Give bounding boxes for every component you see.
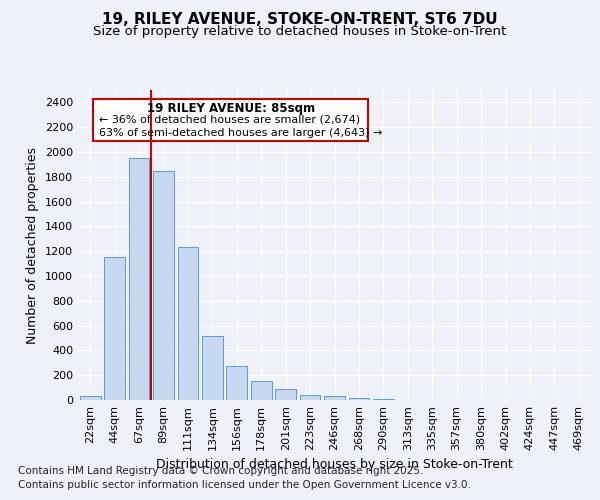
Bar	[275, 390, 296, 400]
Text: ← 36% of detached houses are smaller (2,674): ← 36% of detached houses are smaller (2,…	[98, 115, 359, 125]
Bar	[299, 395, 320, 400]
Bar	[349, 398, 370, 400]
Bar	[80, 396, 101, 400]
Bar	[251, 382, 272, 400]
X-axis label: Distribution of detached houses by size in Stoke-on-Trent: Distribution of detached houses by size …	[156, 458, 513, 471]
Bar	[104, 258, 125, 400]
Text: Size of property relative to detached houses in Stoke-on-Trent: Size of property relative to detached ho…	[94, 25, 506, 38]
Bar	[153, 170, 174, 400]
Bar	[226, 366, 247, 400]
Bar	[324, 396, 345, 400]
Text: 19, RILEY AVENUE, STOKE-ON-TRENT, ST6 7DU: 19, RILEY AVENUE, STOKE-ON-TRENT, ST6 7D…	[102, 12, 498, 28]
Y-axis label: Number of detached properties: Number of detached properties	[26, 146, 40, 344]
Bar	[202, 336, 223, 400]
Text: 63% of semi-detached houses are larger (4,643) →: 63% of semi-detached houses are larger (…	[98, 128, 382, 138]
Bar	[128, 158, 149, 400]
Text: Contains HM Land Registry data © Crown copyright and database right 2025.: Contains HM Land Registry data © Crown c…	[18, 466, 424, 476]
Text: Contains public sector information licensed under the Open Government Licence v3: Contains public sector information licen…	[18, 480, 471, 490]
Bar	[178, 248, 199, 400]
FancyBboxPatch shape	[94, 98, 368, 141]
Text: 19 RILEY AVENUE: 85sqm: 19 RILEY AVENUE: 85sqm	[146, 102, 314, 115]
